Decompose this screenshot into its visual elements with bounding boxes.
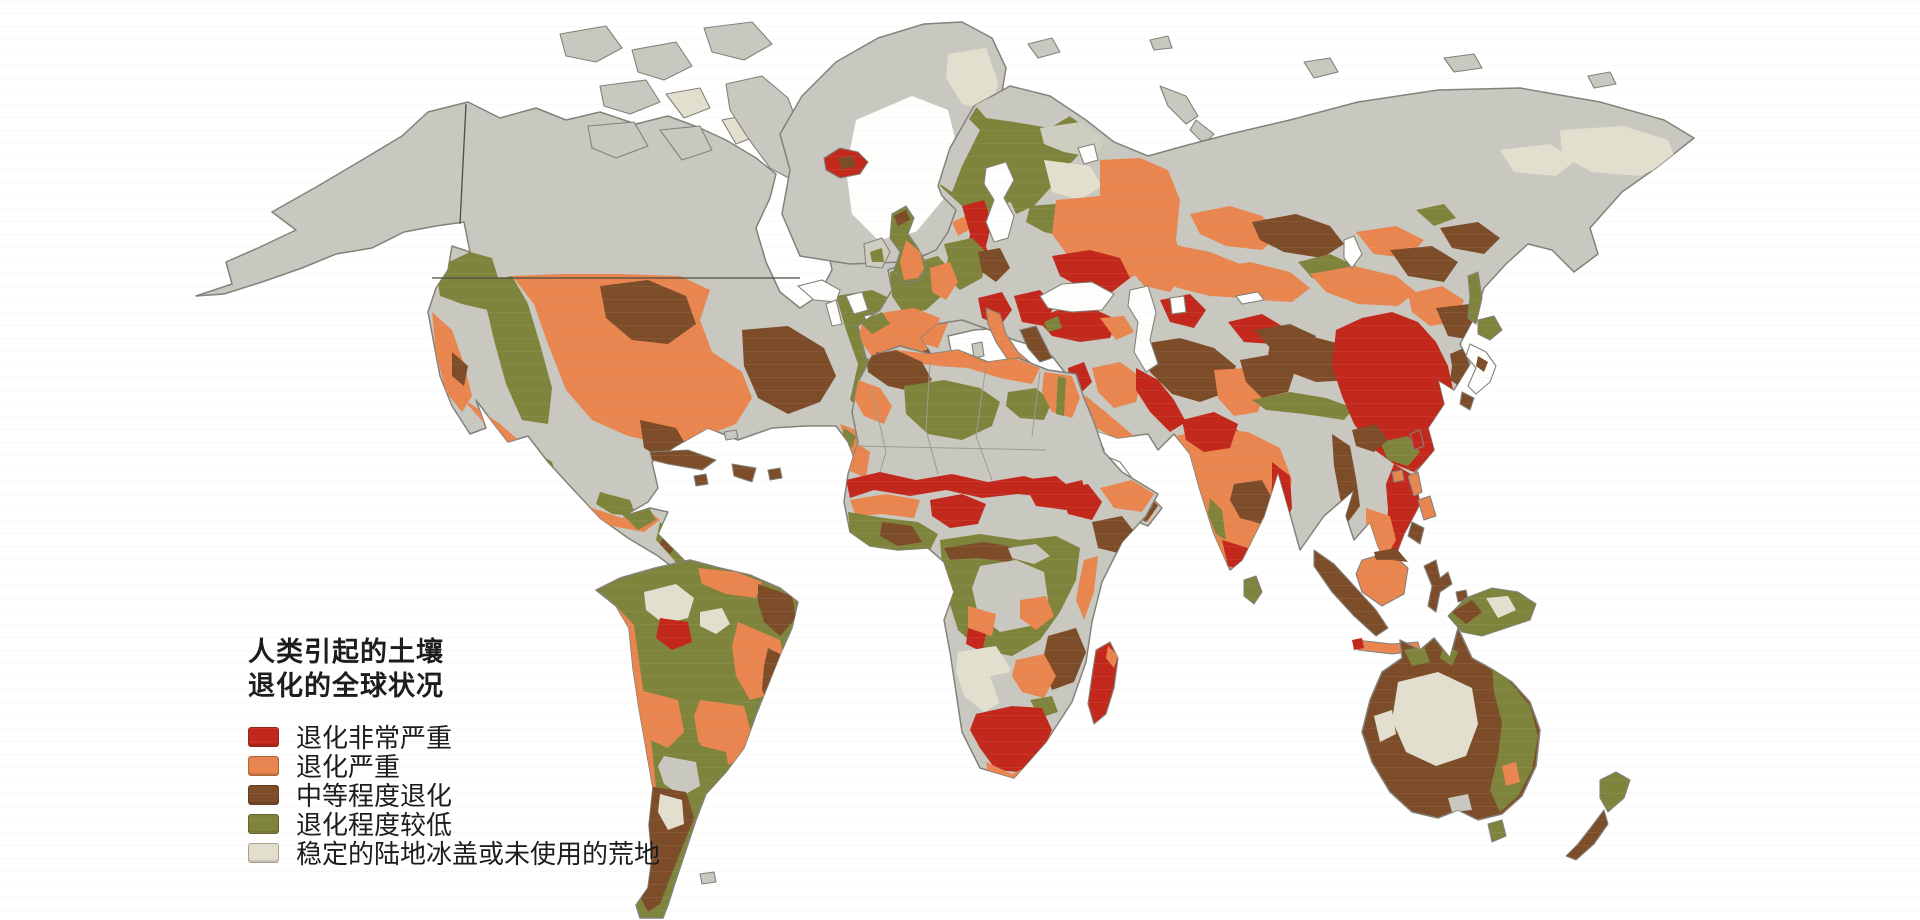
british-isles	[863, 205, 927, 285]
legend-label-moderate: 中等程度退化	[296, 782, 453, 812]
legend-swatch-severe	[248, 755, 279, 776]
legend-item-stable: 稳定的陆地冰盖或未使用的荒地	[248, 838, 660, 870]
legend-label-stable: 稳定的陆地冰盖或未使用的荒地	[296, 840, 661, 870]
legend-label-severe: 退化严重	[296, 753, 401, 783]
legend-item-low: 退化程度较低	[248, 809, 660, 841]
continent-australia	[1361, 627, 1541, 843]
legend-item-moderate: 中等程度退化	[248, 780, 660, 812]
continent-eurasia	[857, 85, 1695, 571]
legend-title-line2: 退化的全球状况	[248, 671, 444, 702]
legend-title-line1: 人类引起的土壤	[248, 637, 444, 668]
sri-lanka	[1243, 575, 1263, 605]
alaska-border-line	[459, 103, 467, 225]
legend-item-very-severe: 退化非常严重	[248, 722, 660, 754]
madagascar	[1087, 641, 1119, 725]
legend-swatch-stable	[248, 842, 279, 863]
sahara-country-borders	[855, 361, 1047, 481]
legend-swatch-very-severe	[248, 726, 279, 747]
new-zealand	[1565, 771, 1631, 861]
iceland	[823, 147, 869, 179]
legend-label-very-severe: 退化非常严重	[296, 724, 453, 754]
japan-and-east-asia-islands	[1391, 271, 1503, 545]
legend-item-severe: 退化严重	[248, 751, 660, 783]
continent-africa	[843, 345, 1159, 779]
legend-swatch-moderate	[248, 784, 279, 805]
legend-rows: 退化非常严重 退化严重 中等程度退化 退化程度较低 稳定的陆地冰盖或未使用的荒地	[248, 722, 660, 870]
legend-title: 人类引起的土壤 退化的全球状况	[248, 636, 660, 704]
caribbean-islands	[649, 429, 783, 885]
legend-swatch-low	[248, 813, 279, 834]
indonesia-and-new-guinea	[1313, 548, 1537, 655]
legend-label-low: 退化程度较低	[296, 811, 453, 841]
map-legend: 人类引起的土壤 退化的全球状况 退化非常严重 退化严重 中等程度退化 退化程度较…	[248, 636, 660, 870]
